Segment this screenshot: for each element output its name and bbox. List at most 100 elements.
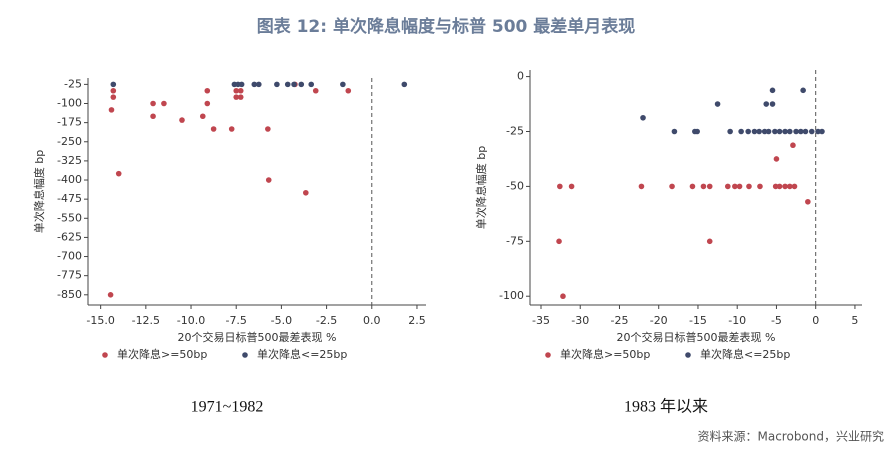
y-tick-label: -75 — [506, 234, 524, 247]
point — [786, 128, 793, 135]
y-tick-label: -325 — [57, 154, 82, 167]
point — [110, 94, 117, 100]
point — [560, 293, 566, 300]
point — [291, 81, 297, 88]
point — [732, 183, 738, 190]
point — [298, 81, 305, 88]
point — [556, 238, 562, 245]
y-tick-label: -100 — [57, 97, 82, 110]
point — [714, 101, 721, 107]
y-tick-label: -625 — [57, 230, 82, 243]
x-axis-label: 20个交易日标普500最差表现 % — [178, 330, 337, 344]
point — [199, 113, 206, 120]
x-tick-label: -30 — [571, 314, 589, 327]
legend-marker — [685, 352, 691, 358]
point — [204, 100, 211, 107]
y-tick-label: 0 — [517, 70, 524, 83]
page-title: 图表 12: 单次降息幅度与标普 500 最差单月表现 — [257, 16, 636, 37]
x-tick-label: -7.5 — [225, 314, 246, 327]
point — [251, 81, 258, 88]
x-tick-label: -2.5 — [316, 314, 337, 327]
point — [773, 156, 780, 162]
x-tick-label: -5 — [771, 314, 782, 327]
x-tick-label: -15.0 — [86, 314, 114, 327]
point — [233, 94, 240, 100]
point — [797, 128, 804, 135]
point — [345, 87, 352, 94]
point — [237, 94, 244, 100]
point — [689, 183, 696, 190]
legend-label: 单次降息>=50bp — [117, 347, 207, 361]
point — [706, 238, 713, 245]
point — [110, 87, 117, 94]
legend-marker — [545, 352, 551, 358]
point — [274, 81, 280, 88]
point — [179, 117, 185, 123]
y-tick-label: -175 — [57, 116, 82, 129]
y-tick-label: -775 — [57, 269, 82, 282]
point — [772, 183, 779, 190]
point — [640, 114, 646, 121]
point — [769, 87, 776, 94]
point — [340, 81, 346, 88]
point — [791, 183, 798, 190]
y-tick-label: -700 — [57, 250, 82, 263]
point — [237, 87, 244, 94]
x-tick-label: -10 — [728, 314, 746, 327]
legend-label: 单次降息<=25bp — [257, 347, 347, 361]
point — [700, 183, 707, 190]
point — [772, 128, 778, 135]
point — [786, 183, 793, 190]
y-tick-label: -25 — [506, 124, 524, 137]
point — [210, 126, 217, 132]
y-axis-label: 单次降息幅度 bp — [32, 150, 46, 233]
point — [669, 183, 675, 190]
x-tick-label: 0 — [812, 314, 819, 327]
point — [776, 128, 783, 135]
point — [819, 128, 825, 135]
point — [312, 87, 319, 94]
y-tick-label: -25 — [64, 77, 82, 90]
legend-marker — [102, 352, 108, 358]
point — [763, 101, 770, 107]
point — [815, 128, 821, 135]
point — [308, 81, 315, 88]
point — [802, 128, 809, 135]
legend-label: 单次降息>=50bp — [560, 347, 650, 361]
x-tick-label: 5 — [851, 314, 858, 327]
x-tick-label: -35 — [532, 314, 550, 327]
point — [110, 81, 117, 88]
x-tick-label: -10.0 — [177, 314, 205, 327]
point — [738, 128, 744, 135]
point — [769, 101, 776, 107]
x-axis-label: 20个交易日标普500最差表现 % — [617, 330, 776, 344]
chart-caption: 1971~1982 — [191, 399, 264, 416]
point — [706, 183, 713, 190]
y-tick-label: -250 — [57, 135, 82, 148]
y-tick-label: -475 — [57, 192, 82, 205]
point — [808, 128, 815, 135]
y-tick-label: -100 — [499, 289, 524, 302]
y-tick-label: -50 — [506, 179, 524, 192]
point — [793, 128, 799, 135]
point — [150, 100, 156, 107]
point — [782, 183, 788, 190]
x-tick-label: -20 — [650, 314, 668, 327]
legend-marker — [242, 352, 248, 358]
point — [736, 183, 743, 190]
x-tick-label: -12.5 — [132, 314, 160, 327]
y-tick-label: -550 — [57, 211, 82, 224]
point — [671, 128, 678, 135]
point — [256, 81, 262, 88]
point — [745, 128, 751, 135]
point — [150, 113, 156, 120]
point — [757, 183, 763, 190]
point — [638, 183, 645, 190]
point — [727, 128, 733, 135]
point — [557, 183, 563, 190]
point — [800, 87, 806, 94]
source: 资料来源：Macrobond，兴业研究 — [698, 429, 885, 444]
point — [746, 183, 752, 190]
x-tick-label: -25 — [610, 314, 628, 327]
